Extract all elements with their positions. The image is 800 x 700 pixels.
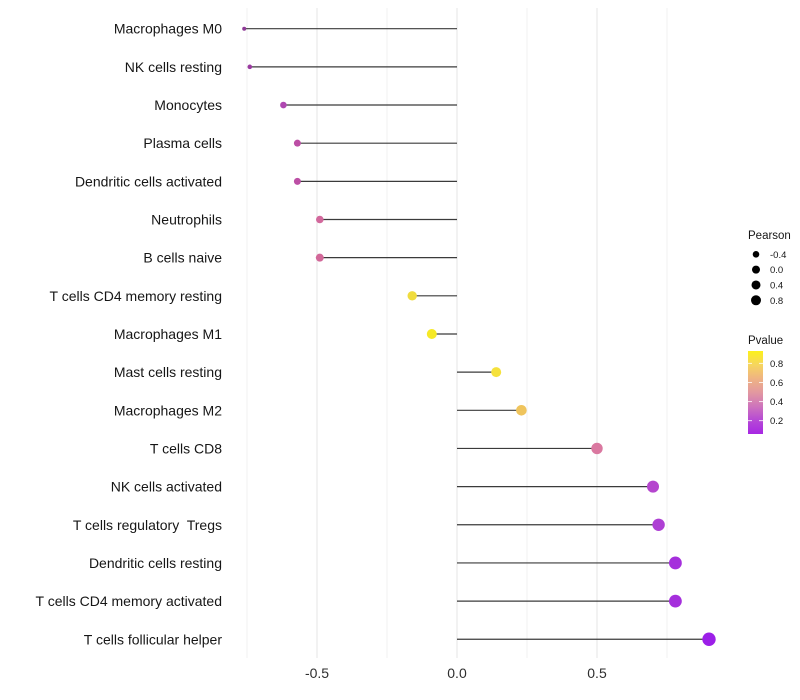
y-tick-label: Macrophages M2: [114, 402, 222, 418]
size-legend-dot: [752, 251, 760, 258]
lollipop-dot: [647, 480, 659, 493]
size-legend-dot: [751, 280, 761, 290]
y-tick-label: B cells naive: [143, 250, 222, 266]
lollipop-dot: [426, 328, 437, 339]
y-tick-label: Macrophages M1: [114, 326, 222, 342]
y-tick-label: NK cells activated: [111, 479, 222, 495]
size-legend-label: -0.4: [770, 250, 786, 261]
lollipop-dot: [591, 442, 603, 455]
lollipop-dot: [242, 26, 247, 31]
y-tick-label: Monocytes: [154, 97, 222, 113]
size-legend-label: 0.4: [770, 280, 783, 291]
lollipop-dot: [315, 253, 324, 262]
y-tick-label: Dendritic cells activated: [75, 173, 222, 189]
lollipop-dot: [702, 632, 716, 646]
x-tick-label: 0.0: [447, 665, 467, 681]
lollipop-dot: [280, 101, 287, 109]
colorbar-tick-label: 0.6: [770, 378, 783, 389]
lollipop-dot: [669, 556, 682, 570]
lollipop-dot: [669, 594, 682, 608]
colorbar-tick-label: 0.4: [770, 397, 783, 408]
size-legend-dot: [751, 295, 761, 306]
y-tick-label: T cells CD8: [150, 440, 222, 456]
lollipop-dot: [652, 518, 665, 531]
y-tick-label: T cells CD4 memory activated: [36, 593, 222, 609]
x-tick-label: 0.5: [587, 665, 607, 681]
colorbar-tick-label: 0.8: [770, 359, 783, 370]
pvalue-colorbar: [748, 351, 763, 434]
lollipop-dot: [491, 367, 502, 378]
color-legend-title: Pvalue: [748, 335, 783, 347]
colorbar-tick-label: 0.2: [770, 416, 783, 427]
y-tick-label: NK cells resting: [125, 59, 222, 75]
y-tick-label: T cells regulatory Tregs: [73, 517, 222, 533]
size-legend-title: Pearson: [748, 230, 791, 242]
lollipop-dot: [293, 177, 301, 185]
size-legend-label: 0.8: [770, 296, 783, 307]
y-tick-label: Plasma cells: [143, 135, 222, 151]
y-tick-label: Macrophages M0: [114, 21, 222, 37]
size-legend-dot: [752, 265, 760, 274]
y-tick-label: Mast cells resting: [114, 364, 222, 380]
lollipop-dot: [407, 291, 417, 301]
y-tick-label: T cells follicular helper: [84, 631, 223, 647]
y-tick-label: T cells CD4 memory resting: [50, 288, 222, 304]
lollipop-dot: [316, 215, 324, 224]
y-tick-label: Dendritic cells resting: [89, 555, 222, 571]
lollipop-dot: [293, 139, 301, 147]
size-legend-label: 0.0: [770, 265, 783, 276]
y-tick-label: Neutrophils: [151, 212, 222, 228]
x-tick-label: -0.5: [305, 665, 329, 681]
lollipop-dot: [516, 405, 527, 416]
lollipop-dot: [247, 64, 253, 70]
